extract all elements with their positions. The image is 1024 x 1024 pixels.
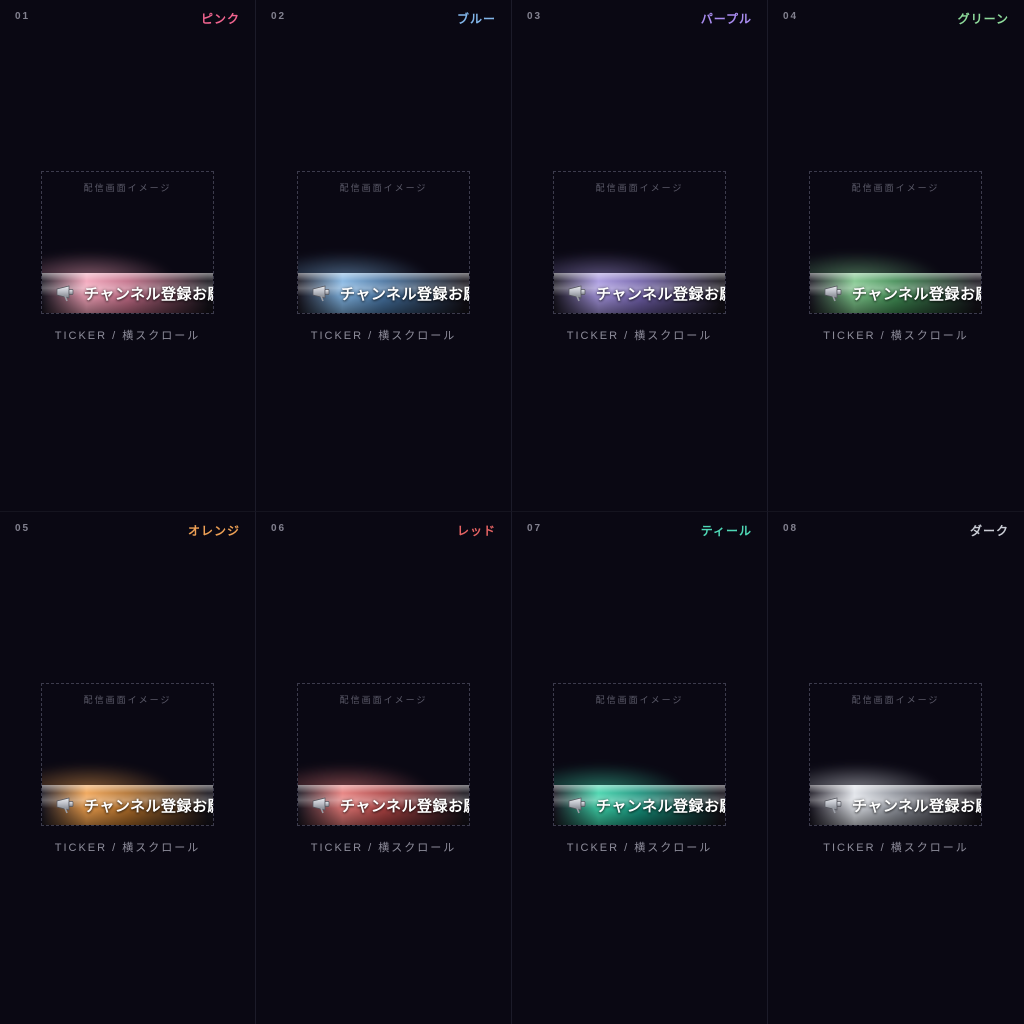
- ticker-type-caption: TICKER / 横スクロール: [54, 842, 201, 854]
- ticker-widget[interactable]: チャンネル登録お願いします: [554, 237, 725, 313]
- ticker-text: チャンネル登録お願いします: [596, 797, 725, 815]
- stream-preview-box: 配信画面イメージ チャンネル登録お願いします: [297, 683, 470, 826]
- ticker-text: チャンネル登録お願いします: [84, 797, 213, 815]
- variant-number: 05: [15, 523, 31, 534]
- variant-color-name: オレンジ: [187, 524, 240, 538]
- ticker-widget[interactable]: チャンネル登録お願いします: [42, 237, 213, 313]
- ticker-type-caption: TICKER / 横スクロール: [54, 330, 201, 342]
- ticker-bar: チャンネル登録お願いします: [42, 273, 213, 313]
- variant-panel-teal: 07 ティール 配信画面イメージ チャンネル登録お願いします TICKER / …: [512, 512, 768, 1024]
- ticker-type-caption: TICKER / 横スクロール: [566, 330, 713, 342]
- ticker-text: チャンネル登録お願いします: [340, 797, 469, 815]
- preview-placeholder-label: 配信画面イメージ: [595, 695, 684, 705]
- ticker-type-caption: TICKER / 横スクロール: [310, 842, 457, 854]
- ticker-glow: [298, 751, 469, 791]
- ticker-widget[interactable]: チャンネル登録お願いします: [810, 749, 981, 825]
- ticker-text: チャンネル登録お願いします: [340, 285, 469, 303]
- ticker-bar: チャンネル登録お願いします: [42, 785, 213, 825]
- variant-panel-purple: 03 パープル 配信画面イメージ チャンネル登録お願いします TICKER / …: [512, 0, 768, 512]
- variant-color-name: パープル: [700, 12, 752, 26]
- ticker-widget[interactable]: チャンネル登録お願いします: [298, 749, 469, 825]
- megaphone-icon: [56, 797, 77, 814]
- ticker-type-caption: TICKER / 横スクロール: [823, 330, 969, 342]
- stream-preview-box: 配信画面イメージ チャンネル登録お願いします: [553, 171, 726, 314]
- megaphone-icon: [568, 285, 589, 302]
- ticker-glow: [42, 751, 213, 791]
- ticker-bar: チャンネル登録お願いします: [810, 785, 981, 825]
- variant-panel-blue: 02 ブルー 配信画面イメージ チャンネル登録お願いします TICKER / 横…: [256, 0, 512, 512]
- megaphone-icon: [824, 797, 845, 814]
- megaphone-icon: [568, 797, 589, 814]
- variant-panel-red: 06 レッド 配信画面イメージ チャンネル登録お願いします TICKER / 横…: [256, 512, 512, 1024]
- variant-color-name: ティール: [700, 524, 752, 538]
- megaphone-icon: [56, 285, 77, 302]
- variant-color-name: ピンク: [200, 12, 240, 26]
- preview-placeholder-label: 配信画面イメージ: [339, 183, 428, 193]
- ticker-type-caption: TICKER / 横スクロール: [310, 330, 457, 342]
- variant-color-name: レッド: [456, 524, 496, 538]
- variant-color-name: ブルー: [456, 12, 496, 26]
- ticker-bar: チャンネル登録お願いします: [810, 273, 981, 313]
- stream-preview-box: 配信画面イメージ チャンネル登録お願いします: [553, 683, 726, 826]
- variant-number: 01: [15, 11, 31, 22]
- ticker-widget[interactable]: チャンネル登録お願いします: [810, 237, 981, 313]
- ticker-glow: [554, 751, 725, 791]
- megaphone-icon: [824, 285, 845, 302]
- variant-number: 03: [527, 11, 543, 22]
- variant-number: 04: [783, 11, 799, 22]
- ticker-bar: チャンネル登録お願いします: [554, 273, 725, 313]
- ticker-type-caption: TICKER / 横スクロール: [566, 842, 713, 854]
- preview-placeholder-label: 配信画面イメージ: [595, 183, 684, 193]
- ticker-text: チャンネル登録お願いします: [852, 797, 981, 815]
- ticker-glow: [298, 239, 469, 279]
- stream-preview-box: 配信画面イメージ チャンネル登録お願いします: [809, 683, 982, 826]
- ticker-text: チャンネル登録お願いします: [852, 285, 981, 303]
- ticker-widget[interactable]: チャンネル登録お願いします: [298, 237, 469, 313]
- ticker-glow: [42, 239, 213, 279]
- ticker-type-caption: TICKER / 横スクロール: [823, 842, 969, 854]
- variant-panel-green: 04 グリーン 配信画面イメージ チャンネル登録お願いします TICKER / …: [768, 0, 1024, 512]
- megaphone-icon: [312, 285, 333, 302]
- ticker-glow: [554, 239, 725, 279]
- preview-placeholder-label: 配信画面イメージ: [339, 695, 428, 705]
- ticker-text: チャンネル登録お願いします: [84, 285, 213, 303]
- ticker-bar: チャンネル登録お願いします: [298, 273, 469, 313]
- preview-placeholder-label: 配信画面イメージ: [83, 695, 172, 705]
- megaphone-icon: [312, 797, 333, 814]
- ticker-bar: チャンネル登録お願いします: [554, 785, 725, 825]
- ticker-bar: チャンネル登録お願いします: [298, 785, 469, 825]
- variant-panel-pink: 01 ピンク 配信画面イメージ チャンネル登録お願いします TICKER / 横…: [0, 0, 256, 512]
- preview-placeholder-label: 配信画面イメージ: [851, 183, 940, 193]
- ticker-glow: [810, 751, 981, 791]
- stream-preview-box: 配信画面イメージ チャンネル登録お願いします: [41, 171, 214, 314]
- variant-number: 08: [783, 523, 799, 534]
- variant-number: 07: [527, 523, 543, 534]
- variant-color-name: ダーク: [969, 524, 1009, 538]
- stream-preview-box: 配信画面イメージ チャンネル登録お願いします: [297, 171, 470, 314]
- variant-panel-orange: 05 オレンジ 配信画面イメージ チャンネル登録お願いします TICKER / …: [0, 512, 256, 1024]
- preview-placeholder-label: 配信画面イメージ: [83, 183, 172, 193]
- ticker-glow: [810, 239, 981, 279]
- variant-number: 06: [271, 523, 287, 534]
- stream-preview-box: 配信画面イメージ チャンネル登録お願いします: [809, 171, 982, 314]
- variant-color-name: グリーン: [957, 12, 1009, 26]
- ticker-widget[interactable]: チャンネル登録お願いします: [42, 749, 213, 825]
- variant-number: 02: [271, 11, 287, 22]
- ticker-text: チャンネル登録お願いします: [596, 285, 725, 303]
- preview-placeholder-label: 配信画面イメージ: [851, 695, 940, 705]
- stream-preview-box: 配信画面イメージ チャンネル登録お願いします: [41, 683, 214, 826]
- variant-panel-dark: 08 ダーク 配信画面イメージ チャンネル登録お願いします TICKER / 横…: [768, 512, 1024, 1024]
- ticker-widget[interactable]: チャンネル登録お願いします: [554, 749, 725, 825]
